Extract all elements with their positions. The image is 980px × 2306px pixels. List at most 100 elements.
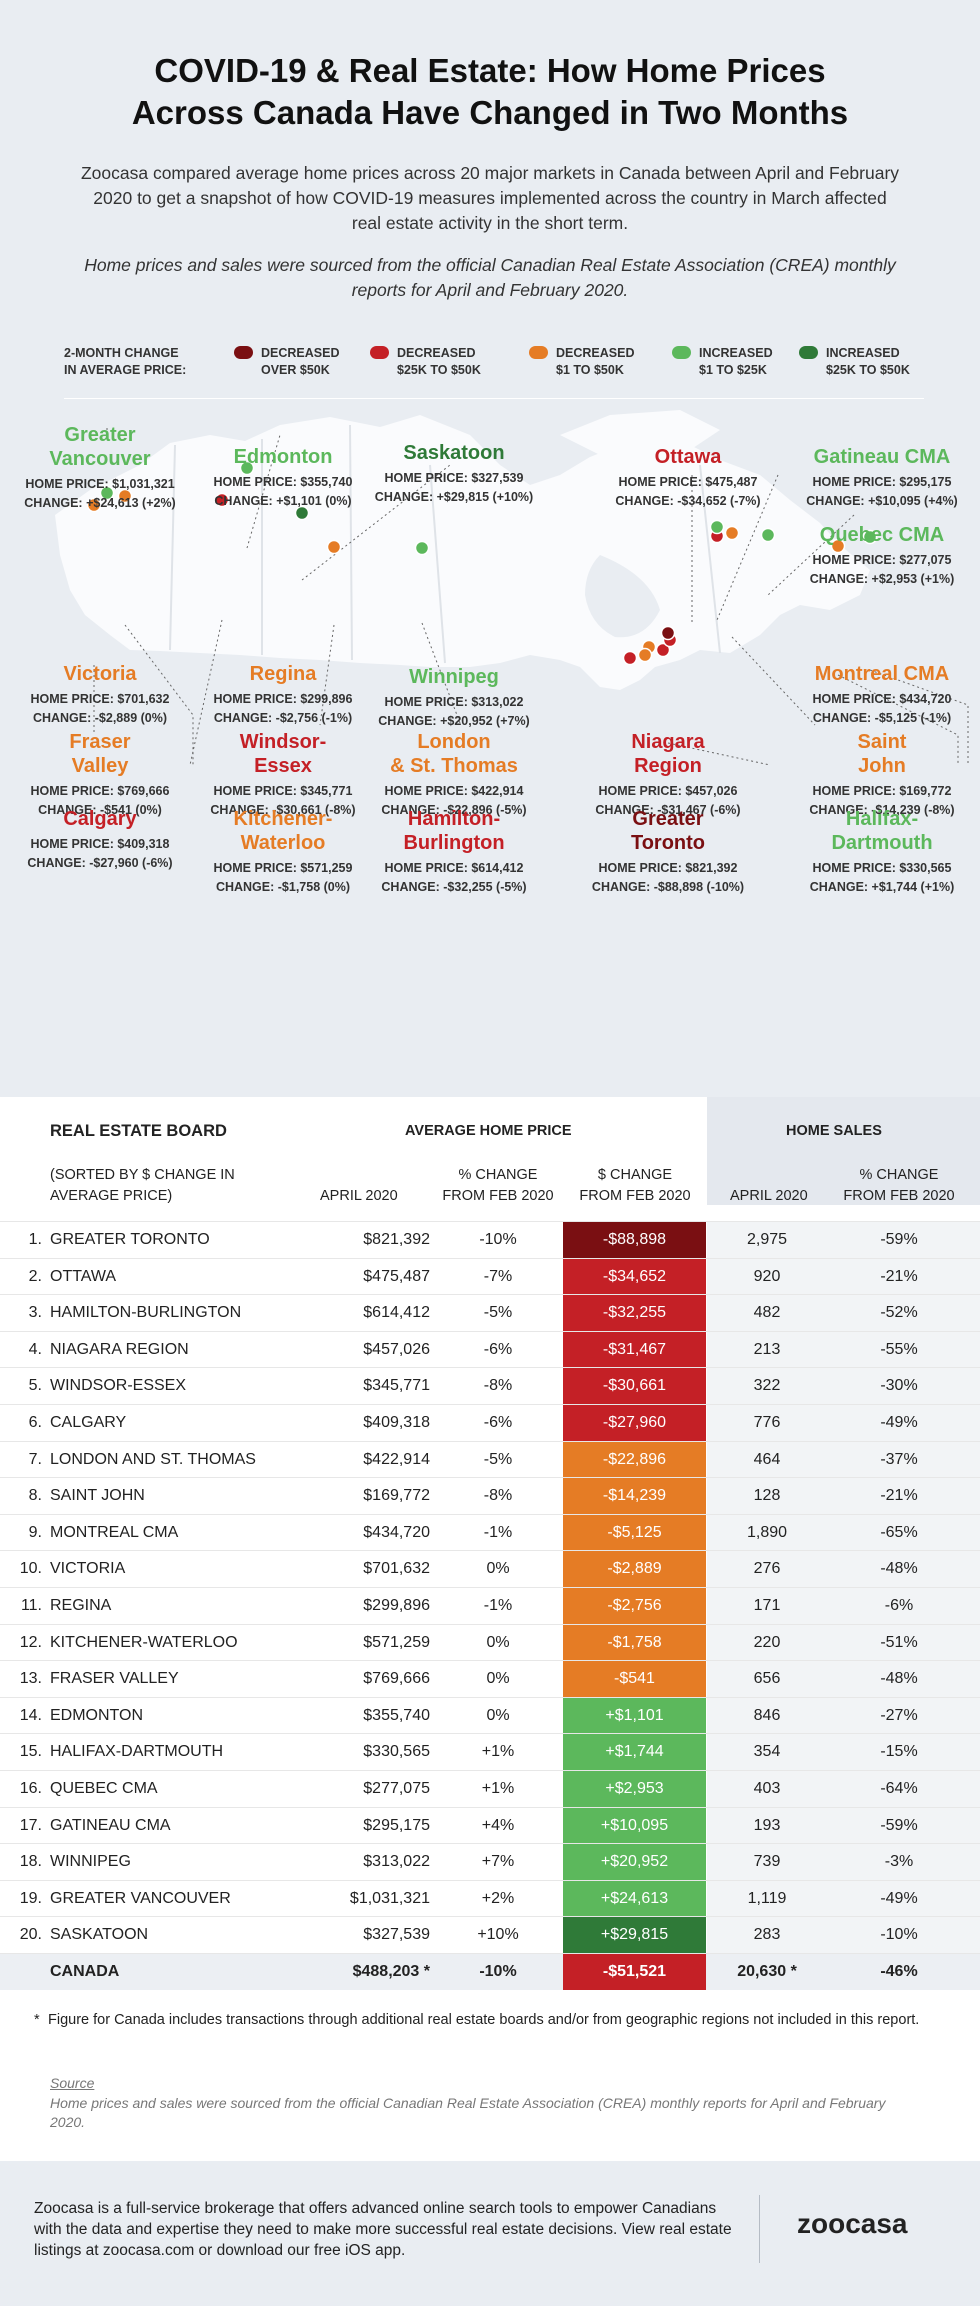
sales-cell-bg <box>707 1478 980 1514</box>
dollar-change-cell: -$88,898 <box>563 1222 706 1258</box>
city-name: Edmonton <box>233 446 333 468</box>
board-cell: GREATER TORONTO <box>50 1231 210 1248</box>
canada-map <box>55 410 969 765</box>
price-cell: $701,632 <box>363 1560 430 1578</box>
city-home-price: HOME PRICE: $422,914 <box>384 784 524 798</box>
sales-cell: 776 <box>753 1414 781 1431</box>
table-row: 17. GATINEAU CMA $295,175 +4% +$10,095 193 -59… <box>0 1806 980 1844</box>
city-price-change: CHANGE: -$27,960 (-6%) <box>27 856 173 870</box>
leader-regina <box>319 624 335 726</box>
city-home-price: HOME PRICE: $355,740 <box>213 475 353 489</box>
city-price-change: CHANGE: +$29,815 (+10%) <box>374 490 534 504</box>
pct-change-cell: -7% <box>483 1267 513 1285</box>
city-block: Gatineau CMA HOME PRICE: $295,175 CHANGE: … <box>782 445 980 511</box>
city-price-change: CHANGE: -$2,756 (-1%) <box>213 711 353 725</box>
sales-cell: 2,975 <box>746 1231 788 1248</box>
board-cell: VICTORIA <box>50 1560 126 1578</box>
table-row: 11. REGINA $299,896 -1% -$2,756 171 -6% <box>0 1587 980 1624</box>
dollar-change-cell: +$1,744 <box>563 1734 706 1770</box>
board-cell: GATINEAU CMA <box>50 1816 171 1834</box>
province-line-5 <box>699 464 721 654</box>
sales-cell: 220 <box>753 1633 781 1651</box>
legend-label: 2-MONTH CHANGE IN AVERAGE PRICE: <box>64 346 187 377</box>
price-cell: $345,771 <box>363 1377 430 1395</box>
price-cell: $355,740 <box>363 1706 430 1724</box>
intro-text: Zoocasa compared average home prices acr… <box>80 163 900 233</box>
sales-cell: 920 <box>753 1267 781 1285</box>
board-cell: SASKATOON <box>50 1926 149 1944</box>
province-line-4 <box>429 464 446 664</box>
city-name: Calgary <box>63 808 137 830</box>
legend-swatch <box>799 346 818 359</box>
price-cell: $475,487 <box>363 1267 430 1285</box>
sales-cell: 193 <box>753 1816 781 1834</box>
arctic-island <box>560 410 720 455</box>
rank-cell: 20. <box>19 1926 42 1944</box>
sales-pct-cell: -49% <box>880 1889 918 1907</box>
table-row: 6. CALGARY $409,318 -6% -$27,960 776 -49% <box>0 1404 980 1441</box>
leader-saskatoon <box>301 464 451 581</box>
land-west <box>55 415 870 690</box>
city-price-change: CHANGE: -$2,889 (0%) <box>32 711 168 725</box>
pct-change-cell: 0% <box>486 1633 510 1651</box>
pct-change-cell: -5% <box>483 1304 513 1322</box>
city-block: Greater Vancouver HOME PRICE: $1,031,321 CH… <box>0 423 200 513</box>
city-name: Halifax- Dartmouth <box>831 808 933 854</box>
sales-pct-cell: -59% <box>880 1816 918 1834</box>
city-marker <box>660 625 676 641</box>
rank-cell: 5. <box>28 1377 42 1395</box>
city-home-price: HOME PRICE: $457,026 <box>598 784 738 798</box>
pct-change-cell: 0% <box>486 1670 510 1688</box>
city-home-price: HOME PRICE: $313,022 <box>384 695 524 709</box>
rank-cell: 16. <box>19 1780 42 1797</box>
table-row: 7. LONDON AND ST. THOMAS $422,914 -5% -$22,8… <box>0 1440 980 1478</box>
sales-cell: 846 <box>753 1706 781 1724</box>
city-block: Niagara Region HOME PRICE: $457,026 CHANGE:… <box>568 730 768 820</box>
city-home-price: HOME PRICE: $409,318 <box>30 837 170 851</box>
sales-pct-cell: -30% <box>880 1377 918 1395</box>
dollar-change-cell: -$32,255 <box>563 1295 706 1331</box>
sales-cell: 739 <box>753 1853 781 1871</box>
pct-change-cell: -1% <box>483 1597 513 1614</box>
city-price-change: CHANGE: -$5,125 (-1%) <box>812 711 952 725</box>
infographic-header: COVID-19 & Real Estate: How Home Prices … <box>0 0 980 1097</box>
col-header-board: REAL ESTATE BOARD <box>50 1122 227 1140</box>
sales-cell-bg <box>707 1917 980 1953</box>
city-home-price: HOME PRICE: $299,896 <box>213 692 353 706</box>
city-marker <box>414 540 430 556</box>
legend-swatch <box>672 346 691 359</box>
leader-gatineau <box>716 474 779 621</box>
sales-cell: 1,890 <box>746 1523 788 1541</box>
col-header-sales-pct: % CHANGE FROM FEB 2020 <box>843 1167 955 1204</box>
city-name: Kitchener- Waterloo <box>233 808 333 854</box>
col-header-sales: HOME SALES <box>786 1123 882 1139</box>
city-block: Fraser Valley HOME PRICE: $769,666 CHANGE: … <box>0 730 200 820</box>
hudson-bay <box>585 555 660 638</box>
sales-pct-cell: -49% <box>880 1414 918 1431</box>
city-marker <box>86 497 102 513</box>
footer: Zoocasa is a full-service brokerage that… <box>0 2161 980 2306</box>
sales-cell: 322 <box>753 1377 781 1395</box>
board-cell: HALIFAX-DARTMOUTH <box>50 1743 224 1761</box>
city-name: Winnipeg <box>409 666 499 688</box>
price-cell: $571,259 <box>363 1633 430 1651</box>
price-cell: $821,392 <box>363 1231 430 1248</box>
dollar-change-cell: -$30,661 <box>563 1368 706 1404</box>
price-cell: $457,026 <box>363 1340 430 1358</box>
city-home-price: HOME PRICE: $475,487 <box>618 475 758 489</box>
board-cell: EDMONTON <box>50 1706 144 1724</box>
city-marker <box>830 538 846 554</box>
city-price-change: CHANGE: +$1,101 (0%) <box>214 494 352 508</box>
sales-cell: 464 <box>753 1450 781 1468</box>
dollar-change-cell: -$22,896 <box>563 1441 706 1478</box>
rank-cell: 7. <box>28 1450 42 1468</box>
table-row: 16. QUEBEC CMA $277,075 +1% +$2,953 403 -64% <box>0 1770 980 1807</box>
board-cell: SAINT JOHN <box>50 1487 145 1505</box>
sales-cell-bg <box>707 1295 980 1331</box>
table-row: 14. EDMONTON $355,740 0% +$1,101 846 -27% <box>0 1696 980 1734</box>
sales-cell: 482 <box>753 1304 781 1322</box>
city-home-price: HOME PRICE: $330,565 <box>812 861 952 875</box>
city-marker <box>709 519 725 535</box>
sales-cell: 403 <box>753 1780 781 1797</box>
footnote: * Figure for Canada includes transactions… <box>34 2012 920 2028</box>
